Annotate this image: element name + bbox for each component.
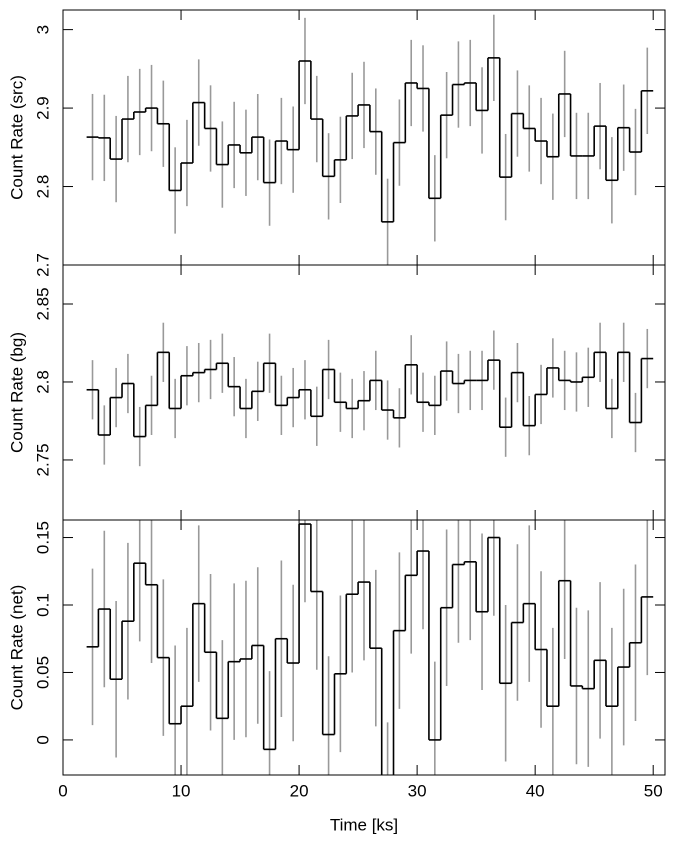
y-axis-label: Count Rate (src) bbox=[7, 75, 26, 200]
x-tick-label: 0 bbox=[58, 781, 67, 800]
x-tick-label: 10 bbox=[172, 781, 191, 800]
y-tick-label: 2.8 bbox=[33, 370, 52, 394]
x-tick-label: 50 bbox=[644, 781, 663, 800]
y-tick-label: 3 bbox=[33, 25, 52, 34]
panel bbox=[86, 322, 654, 467]
y-tick-label: 2.85 bbox=[33, 287, 52, 320]
y-tick-label: 0.15 bbox=[33, 521, 52, 554]
panel bbox=[86, 14, 654, 265]
y-tick-label: 0 bbox=[33, 735, 52, 744]
y-tick-label: 0.1 bbox=[33, 593, 52, 617]
y-tick-label: 2.9 bbox=[33, 96, 52, 120]
y-tick-label: 2.8 bbox=[33, 175, 52, 199]
y-tick-label: 2.75 bbox=[33, 443, 52, 476]
y-axis-label: Count Rate (net) bbox=[7, 585, 26, 711]
panel bbox=[86, 520, 654, 775]
x-tick-label: 20 bbox=[290, 781, 309, 800]
y-tick-label: 0.05 bbox=[33, 656, 52, 689]
x-tick-label: 30 bbox=[408, 781, 427, 800]
plot-frame bbox=[62, 519, 666, 776]
y-tick-label: 2.7 bbox=[33, 253, 52, 277]
x-axis-label: Time [ks] bbox=[330, 815, 398, 834]
y-axis-label: Count Rate (bg) bbox=[7, 332, 26, 453]
x-tick-label: 40 bbox=[526, 781, 545, 800]
